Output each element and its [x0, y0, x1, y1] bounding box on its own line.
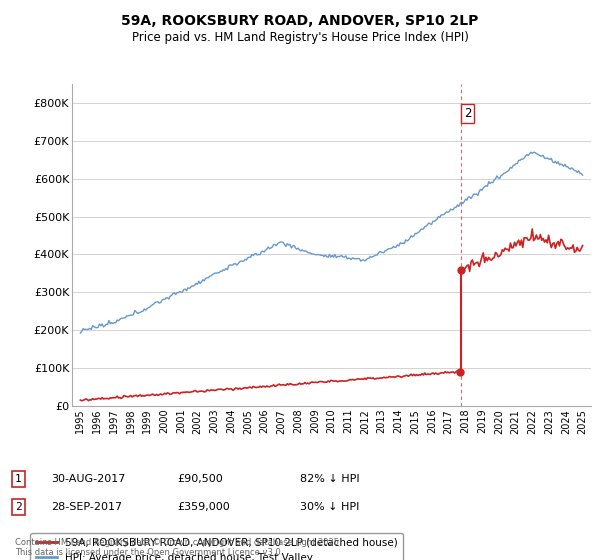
Text: £90,500: £90,500 [177, 474, 223, 484]
Text: 30% ↓ HPI: 30% ↓ HPI [300, 502, 359, 512]
Legend: 59A, ROOKSBURY ROAD, ANDOVER, SP10 2LP (detached house), HPI: Average price, det: 59A, ROOKSBURY ROAD, ANDOVER, SP10 2LP (… [31, 533, 403, 560]
Text: 2: 2 [15, 502, 22, 512]
Text: 1: 1 [15, 474, 22, 484]
Text: Contains HM Land Registry data © Crown copyright and database right 2025.
This d: Contains HM Land Registry data © Crown c… [15, 538, 341, 557]
Text: £359,000: £359,000 [177, 502, 230, 512]
Text: 82% ↓ HPI: 82% ↓ HPI [300, 474, 359, 484]
Text: 2: 2 [464, 107, 471, 120]
Text: 30-AUG-2017: 30-AUG-2017 [51, 474, 125, 484]
Text: 28-SEP-2017: 28-SEP-2017 [51, 502, 122, 512]
Text: 59A, ROOKSBURY ROAD, ANDOVER, SP10 2LP: 59A, ROOKSBURY ROAD, ANDOVER, SP10 2LP [121, 14, 479, 28]
Text: Price paid vs. HM Land Registry's House Price Index (HPI): Price paid vs. HM Land Registry's House … [131, 31, 469, 44]
